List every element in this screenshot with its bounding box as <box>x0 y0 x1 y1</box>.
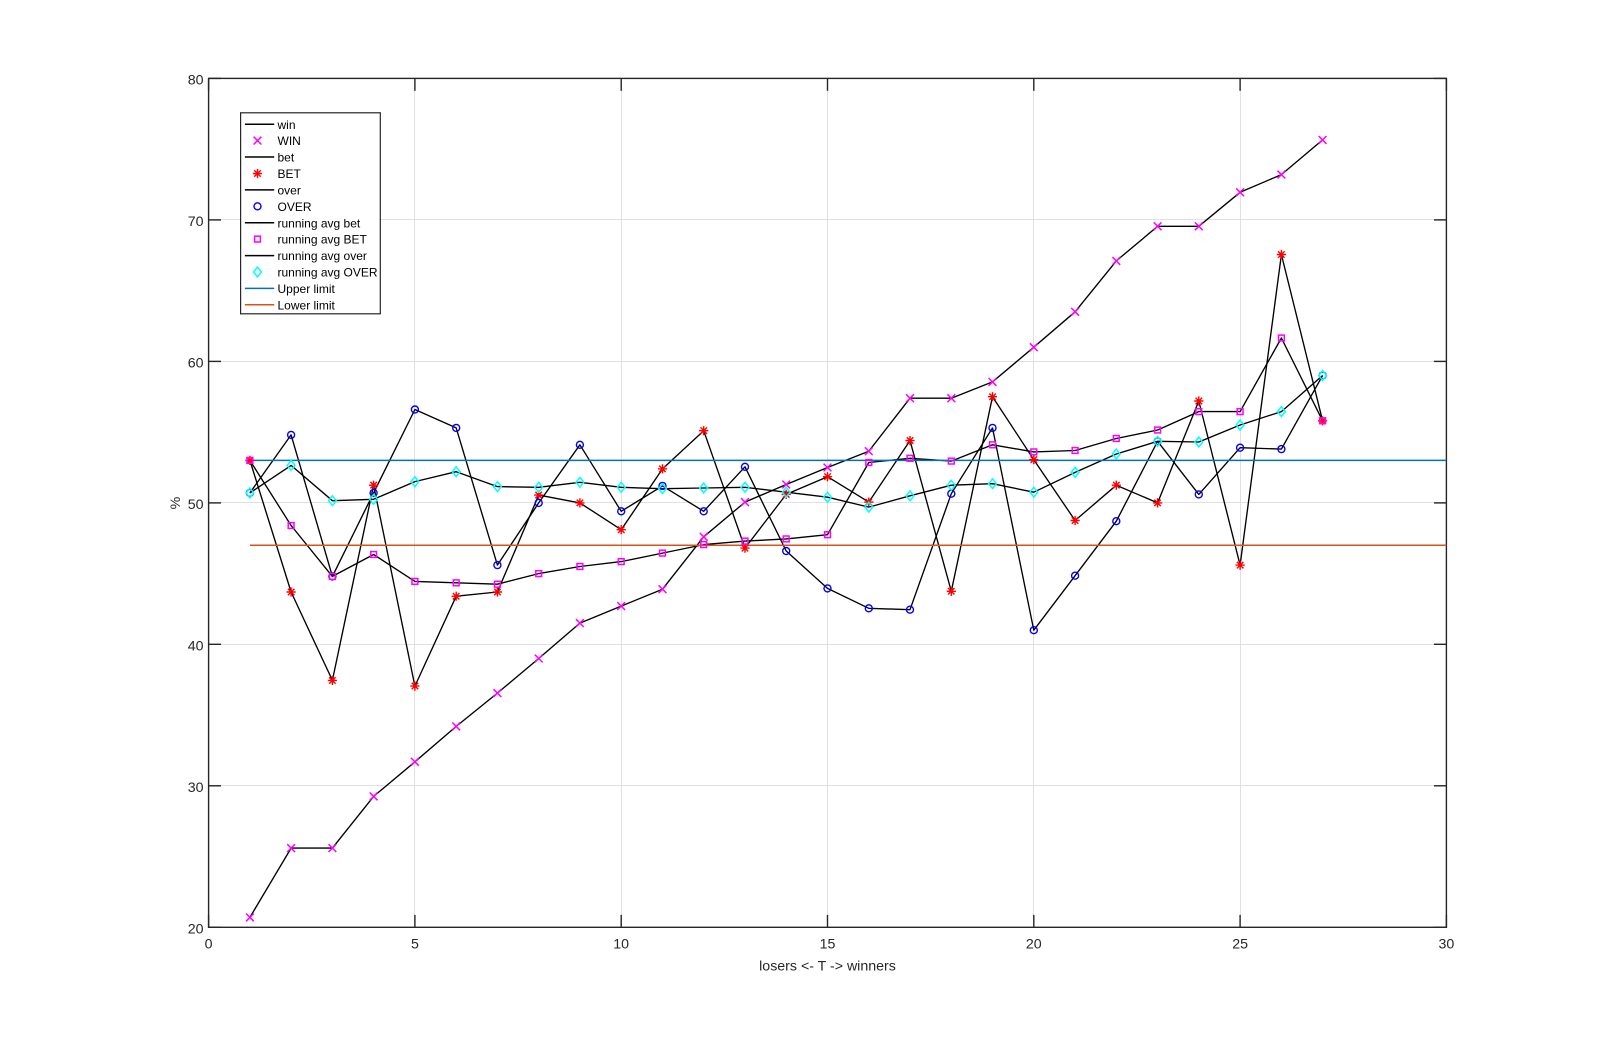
svg-text:WIN: WIN <box>278 134 301 148</box>
svg-text:5: 5 <box>411 937 419 953</box>
svg-text:Lower limit: Lower limit <box>278 298 336 312</box>
svg-text:win: win <box>277 118 296 132</box>
svg-text:%: % <box>168 496 184 509</box>
svg-text:OVER: OVER <box>278 200 312 214</box>
svg-text:losers <- T -> winners: losers <- T -> winners <box>759 959 896 975</box>
svg-text:running avg OVER: running avg OVER <box>278 266 378 280</box>
svg-text:Upper limit: Upper limit <box>278 282 336 296</box>
svg-text:over: over <box>278 184 301 198</box>
svg-text:running avg over: running avg over <box>278 249 367 263</box>
svg-text:70: 70 <box>188 214 204 230</box>
svg-text:25: 25 <box>1232 937 1248 953</box>
svg-text:20: 20 <box>188 921 204 937</box>
svg-text:20: 20 <box>1026 937 1042 953</box>
svg-text:30: 30 <box>188 780 204 796</box>
svg-text:15: 15 <box>820 937 836 953</box>
svg-text:80: 80 <box>188 72 204 88</box>
svg-text:40: 40 <box>188 638 204 654</box>
svg-text:running avg BET: running avg BET <box>278 233 368 247</box>
svg-text:60: 60 <box>188 355 204 371</box>
svg-text:BET: BET <box>278 167 302 181</box>
svg-text:50: 50 <box>188 497 204 513</box>
svg-text:10: 10 <box>613 937 629 953</box>
svg-text:bet: bet <box>278 151 295 165</box>
svg-text:running avg bet: running avg bet <box>278 216 361 230</box>
svg-text:0: 0 <box>205 937 213 953</box>
svg-text:30: 30 <box>1439 937 1455 953</box>
